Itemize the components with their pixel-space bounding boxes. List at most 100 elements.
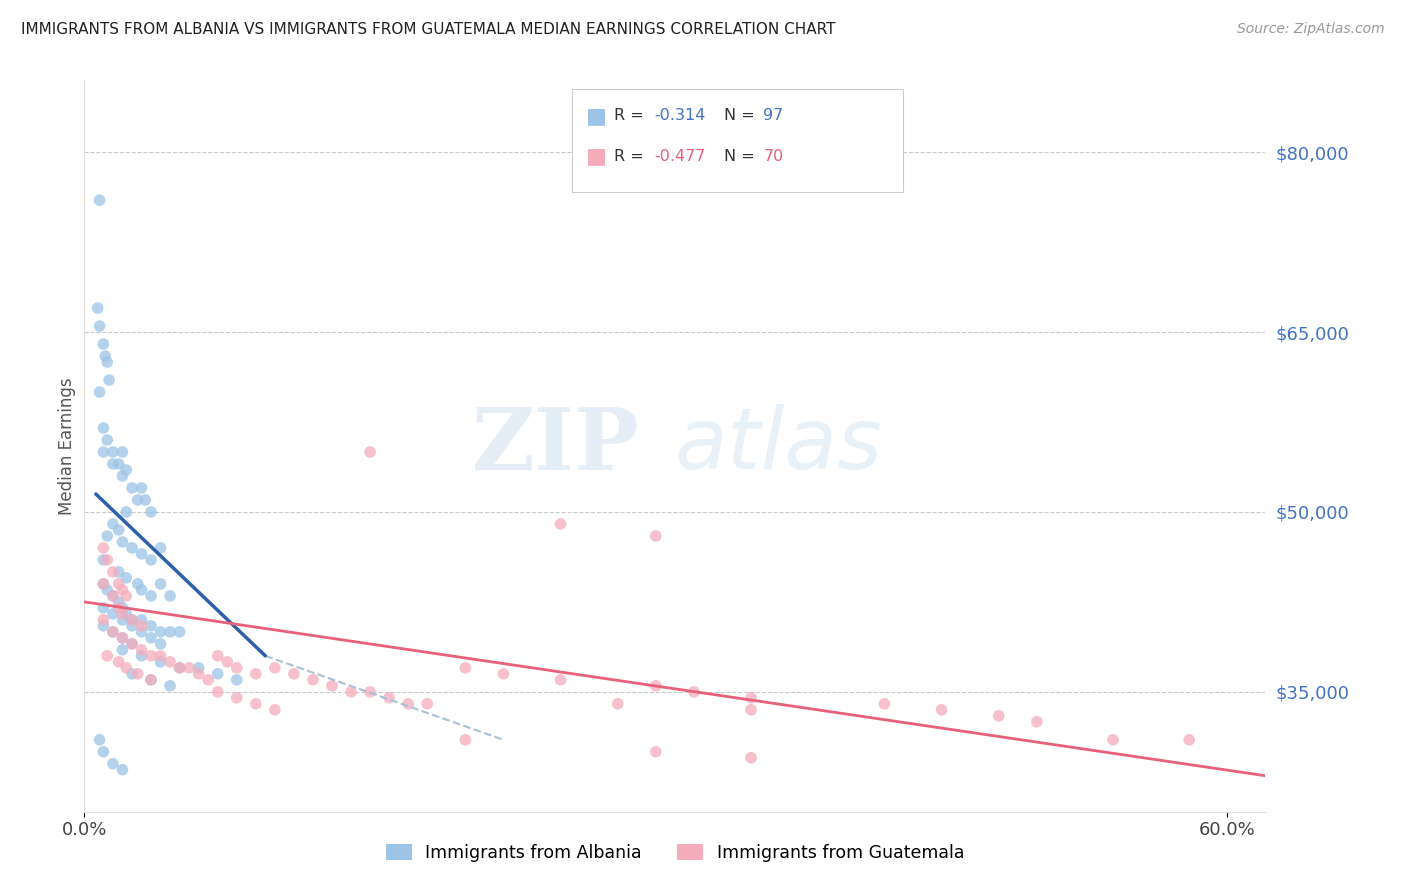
Point [159, 589, 181, 603]
Point [359, 685, 381, 699]
Text: R =: R = [614, 109, 650, 123]
Point [121, 613, 143, 627]
Point [111, 445, 134, 459]
Point [107, 523, 129, 537]
Point [93, 577, 115, 591]
Point [134, 492, 156, 507]
Text: 70: 70 [763, 149, 783, 163]
Point [454, 661, 477, 675]
Point [98, 373, 121, 387]
Point [740, 690, 762, 705]
Point [550, 673, 572, 687]
Point [139, 673, 162, 687]
Point [101, 445, 124, 459]
Point [96, 355, 118, 369]
Text: -0.477: -0.477 [654, 149, 706, 163]
Point [225, 690, 247, 705]
Point [93, 613, 115, 627]
Point [683, 685, 706, 699]
Point [96, 553, 118, 567]
Text: atlas: atlas [675, 404, 883, 488]
Point [96, 433, 118, 447]
Point [93, 619, 115, 633]
Point [396, 697, 419, 711]
Point [873, 697, 896, 711]
Point [101, 516, 124, 531]
Point [340, 685, 363, 699]
Point [179, 661, 201, 675]
Point [101, 565, 124, 579]
Text: ZIP: ZIP [471, 404, 640, 488]
Point [139, 589, 162, 603]
Point [207, 666, 229, 681]
Text: 97: 97 [763, 109, 783, 123]
Text: IMMIGRANTS FROM ALBANIA VS IMMIGRANTS FROM GUATEMALA MEDIAN EARNINGS CORRELATION: IMMIGRANTS FROM ALBANIA VS IMMIGRANTS FR… [21, 22, 835, 37]
Point [139, 619, 162, 633]
Point [131, 481, 153, 495]
Point [101, 756, 124, 771]
Point [359, 445, 381, 459]
Point [245, 697, 267, 711]
Point [96, 648, 118, 663]
Text: ■: ■ [586, 106, 607, 126]
Point [93, 745, 115, 759]
Point [121, 666, 143, 681]
Point [131, 582, 153, 597]
Point [302, 673, 325, 687]
Point [111, 631, 134, 645]
Point [121, 637, 143, 651]
Point [217, 655, 239, 669]
Point [169, 661, 191, 675]
Point [107, 655, 129, 669]
Point [93, 577, 115, 591]
Text: N =: N = [724, 149, 761, 163]
Point [121, 541, 143, 555]
Point [115, 661, 138, 675]
Point [93, 600, 115, 615]
Point [931, 703, 953, 717]
Point [378, 690, 401, 705]
Point [93, 445, 115, 459]
Point [111, 582, 134, 597]
Point [644, 679, 666, 693]
Point [115, 607, 138, 621]
Point [96, 529, 118, 543]
Point [89, 319, 111, 334]
Point [139, 505, 162, 519]
Point [169, 624, 191, 639]
Point [111, 631, 134, 645]
Text: ■: ■ [586, 146, 607, 166]
Point [107, 595, 129, 609]
Point [111, 535, 134, 549]
Point [740, 703, 762, 717]
Text: -0.314: -0.314 [654, 109, 706, 123]
Point [93, 553, 115, 567]
Point [121, 613, 143, 627]
Point [139, 648, 162, 663]
Point [111, 613, 134, 627]
Point [1178, 732, 1201, 747]
Point [93, 337, 115, 351]
Text: R =: R = [614, 149, 650, 163]
Point [131, 547, 153, 561]
Point [149, 655, 172, 669]
Point [101, 589, 124, 603]
Point [149, 541, 172, 555]
Point [93, 421, 115, 435]
Point [107, 577, 129, 591]
Point [101, 624, 124, 639]
Point [159, 655, 181, 669]
Point [115, 571, 138, 585]
Point [111, 600, 134, 615]
Point [283, 666, 305, 681]
Point [187, 661, 209, 675]
Point [115, 505, 138, 519]
Point [131, 624, 153, 639]
Point [121, 619, 143, 633]
Point [127, 577, 149, 591]
Point [131, 648, 153, 663]
Point [606, 697, 628, 711]
Point [169, 661, 191, 675]
Point [1025, 714, 1047, 729]
Point [225, 673, 247, 687]
